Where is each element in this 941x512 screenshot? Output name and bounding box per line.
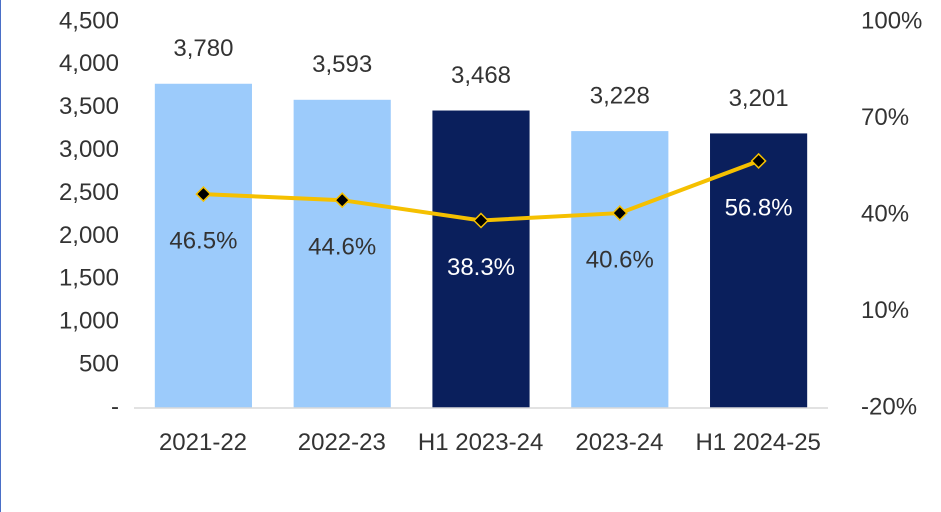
y-tick-label: 2,000	[59, 222, 119, 249]
line-value-label: 40.6%	[586, 246, 654, 273]
x-tick-label: H1 2024-25	[695, 429, 821, 456]
bar	[571, 131, 669, 409]
bar-value-label: 3,228	[590, 82, 650, 109]
line-marker	[472, 212, 490, 229]
line-marker	[750, 152, 767, 170]
bar-value-label: 3,780	[173, 35, 233, 62]
y-tick-label: 3,000	[59, 136, 119, 163]
x-tick-label: H1 2023-24	[417, 429, 544, 456]
line-value-label: 56.8%	[725, 194, 793, 221]
bar	[154, 83, 252, 408]
y-tick-label: 2,500	[59, 179, 119, 206]
x-tick-label: 2022-23	[297, 429, 386, 456]
bar	[710, 133, 808, 408]
y2-tick-label: 40%	[861, 200, 909, 227]
line-marker	[611, 205, 628, 222]
bar	[432, 110, 530, 408]
y2-tick-label: 10%	[861, 297, 909, 324]
bar-value-label: 3,201	[729, 85, 789, 112]
y-tick-label: 1,500	[59, 265, 119, 292]
bar-value-label: 3,468	[451, 62, 511, 89]
y-tick-label: 4,500	[59, 7, 119, 34]
line-marker	[195, 186, 212, 203]
y2-tick-label: 70%	[861, 104, 909, 131]
y-tick-label: 1,000	[59, 308, 119, 335]
y-tick-label: 3,500	[59, 93, 119, 120]
y-tick-label: -	[111, 393, 119, 420]
bar-value-label: 3,593	[312, 51, 372, 78]
line-value-label: 38.3%	[447, 254, 515, 281]
y-tick-label: 500	[79, 350, 119, 377]
line-marker	[334, 192, 351, 209]
y2-tick-label: -20%	[861, 393, 917, 420]
bar	[293, 99, 391, 408]
x-tick-label: 2023-24	[575, 429, 664, 456]
y-tick-label: 4,000	[59, 50, 119, 77]
line-value-label: 44.6%	[308, 234, 376, 261]
line-value-label: 46.5%	[169, 227, 237, 254]
x-tick-label: 2021-22	[158, 429, 248, 456]
y2-tick-label: 100%	[861, 7, 922, 34]
